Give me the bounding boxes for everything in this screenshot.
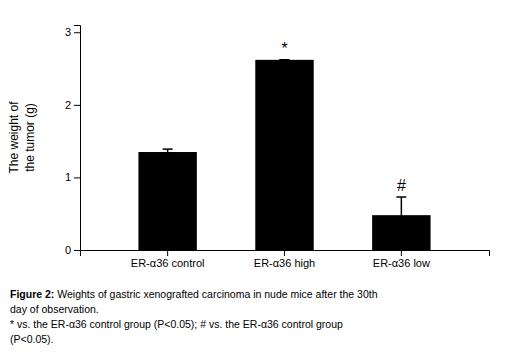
error-stem — [167, 149, 169, 155]
y-axis: 0 1 2 3 — [65, 26, 81, 257]
error-cap — [163, 154, 173, 156]
caption-line: Figure 2: Weights of gastric xenografted… — [10, 288, 378, 300]
error-stem — [401, 197, 403, 233]
caption: Figure 2: Weights of gastric xenografted… — [10, 288, 378, 345]
bar — [255, 60, 313, 250]
error-cap — [280, 59, 290, 61]
caption-line: * vs. the ER-α36 control group (P<0.05);… — [10, 318, 343, 330]
x-axis: ER-α36 control ER-α36 high ER-α36 low — [81, 250, 490, 269]
error-bar — [280, 59, 290, 61]
caption-text: day of observation. — [10, 303, 99, 315]
chart: 0 1 2 3 ER-α36 control ER-α36 high ER-α36 low *… — [0, 0, 509, 358]
marks — [138, 60, 430, 250]
bar — [138, 152, 196, 250]
annotation: * — [281, 40, 287, 57]
y-tick-label: 1 — [65, 171, 71, 183]
caption-line: (P<0.05). — [10, 333, 53, 345]
y-tick-mark — [74, 250, 80, 251]
error-cap — [163, 148, 173, 150]
error-cap — [396, 196, 406, 198]
y-tick: 1 — [65, 171, 80, 183]
x-tick-mark — [284, 250, 285, 256]
error-cap — [280, 59, 290, 61]
caption-line: day of observation. — [10, 303, 99, 315]
x-tick: ER-α36 low — [373, 250, 430, 269]
y-axis-title: The weight of — [7, 101, 21, 174]
x-axis-line — [81, 251, 490, 257]
y-tick-mark — [74, 177, 80, 178]
x-tick-label: ER-α36 high — [254, 257, 315, 269]
x-tick-label: ER-α36 control — [131, 257, 205, 269]
y-tick-mark — [74, 105, 80, 106]
error-bar — [163, 149, 173, 155]
y-tick-mark — [74, 32, 80, 33]
y-tick: 2 — [65, 99, 80, 111]
y-tick: 0 — [65, 244, 80, 256]
plot: 0 1 2 3 ER-α36 control ER-α36 high ER-α36 low *… — [65, 26, 490, 269]
caption-text: Weights of gastric xenografted carcinoma… — [54, 288, 377, 300]
caption-text: Figure 2: — [10, 288, 54, 300]
x-tick: ER-α36 high — [254, 250, 315, 269]
caption-text: (P<0.05). — [10, 333, 53, 345]
x-tick-mark — [401, 250, 402, 256]
y-tick-label: 2 — [65, 99, 71, 111]
x-tick-mark — [167, 250, 168, 256]
error-cap — [396, 233, 406, 235]
error-bar — [396, 197, 406, 233]
x-tick-label: ER-α36 low — [373, 257, 430, 269]
y-tick-label: 3 — [65, 26, 71, 38]
caption-text: * vs. the ER-α36 control group (P<0.05);… — [10, 318, 343, 330]
annotation: # — [397, 177, 406, 194]
x-tick: ER-α36 control — [131, 250, 205, 269]
y-tick: 3 — [65, 26, 80, 38]
y-axis-title: the tumor (g) — [23, 103, 37, 172]
y-axis-line — [74, 26, 81, 251]
y-tick-label: 0 — [65, 244, 71, 256]
annotations: *# — [281, 40, 406, 194]
